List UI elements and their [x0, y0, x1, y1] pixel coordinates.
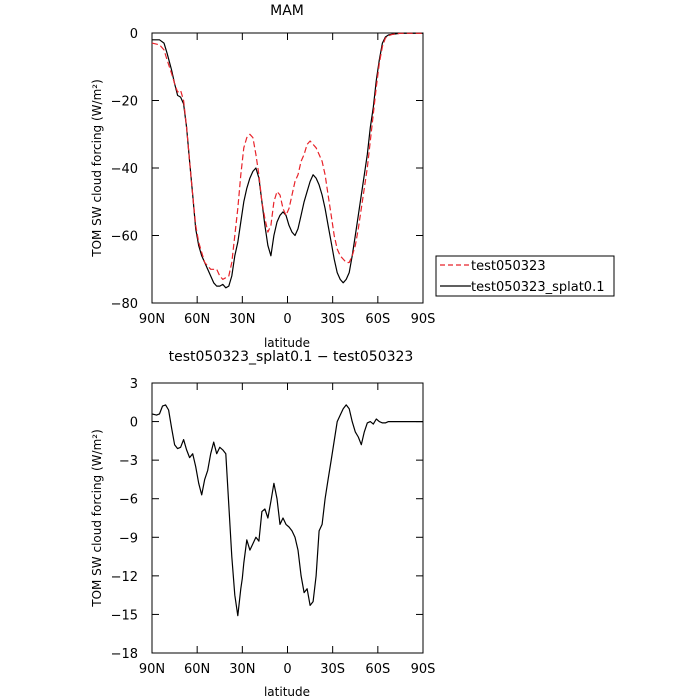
series-group: [151, 32, 423, 289]
chart-title: MAM: [270, 3, 304, 19]
y-tick-label: −3: [119, 454, 138, 469]
x-tick-label: 60S: [365, 312, 390, 327]
y-axis-label: TOM SW cloud forcing (W/m²): [90, 79, 104, 258]
legend-box: [435, 255, 615, 297]
y-axis: 0 −20 −40 −60 −80: [111, 27, 423, 312]
plot-frame: [151, 32, 424, 304]
x-axis: 90N 60N 30N 0 30S 60S 90S: [139, 383, 436, 677]
x-tick-label: 0: [283, 312, 291, 327]
y-tick-label: −60: [111, 230, 138, 245]
y-tick-label: −40: [111, 162, 138, 177]
x-axis: 90N 60N 30N 0 30S 60S 90S: [139, 33, 436, 327]
series-group: [151, 404, 423, 617]
y-tick-label: −12: [111, 570, 138, 585]
y-axis-label: TOM SW cloud forcing (W/m²): [90, 429, 104, 608]
series-line-2: [152, 32, 423, 289]
y-tick-label: 0: [130, 416, 138, 431]
x-tick-label: 60S: [365, 662, 390, 677]
y-tick-label: 0: [130, 27, 138, 42]
y-tick-label: −9: [119, 531, 138, 546]
x-tick-label: 90S: [411, 662, 436, 677]
y-tick-label: −80: [111, 297, 138, 312]
y-tick-label: −20: [111, 95, 138, 110]
y-tick-label: −15: [111, 608, 138, 623]
x-axis-label: latitude: [264, 685, 310, 699]
legend-label-series-2: test050323_splat0.1: [471, 280, 604, 295]
x-tick-label: 0: [283, 662, 291, 677]
x-tick-label: 30S: [320, 662, 345, 677]
x-tick-label: 30S: [320, 312, 345, 327]
y-axis: 3 0 −3 −6 −9 −12 −15 −18: [111, 377, 423, 662]
chart-title: test050323_splat0.1 − test050323: [169, 349, 414, 365]
x-tick-label: 60N: [184, 662, 210, 677]
chart-mam: MAM 90N 60N 30N 0 30S 60S 90S 0 −20 −40 −60 −80 la…: [90, 3, 615, 350]
y-tick-label: 3: [130, 377, 138, 392]
legend: test050323 test050323_splat0.1: [435, 255, 615, 297]
series-line-1: [151, 32, 423, 280]
x-axis-label: latitude: [264, 336, 310, 350]
plot-frame: [151, 382, 424, 654]
x-tick-label: 60N: [184, 312, 210, 327]
chart-difference: test050323_splat0.1 − test050323 90N 60N 3…: [90, 349, 435, 699]
y-tick-label: −6: [119, 493, 138, 508]
x-tick-label: 90S: [411, 312, 436, 327]
legend-label-series-1: test050323: [471, 259, 546, 274]
x-tick-label: 30N: [229, 312, 255, 327]
x-tick-label: 30N: [229, 662, 255, 677]
series-line-1: [151, 404, 423, 617]
y-tick-label: −18: [111, 647, 138, 662]
x-tick-label: 90N: [139, 312, 165, 327]
x-tick-label: 90N: [139, 662, 165, 677]
